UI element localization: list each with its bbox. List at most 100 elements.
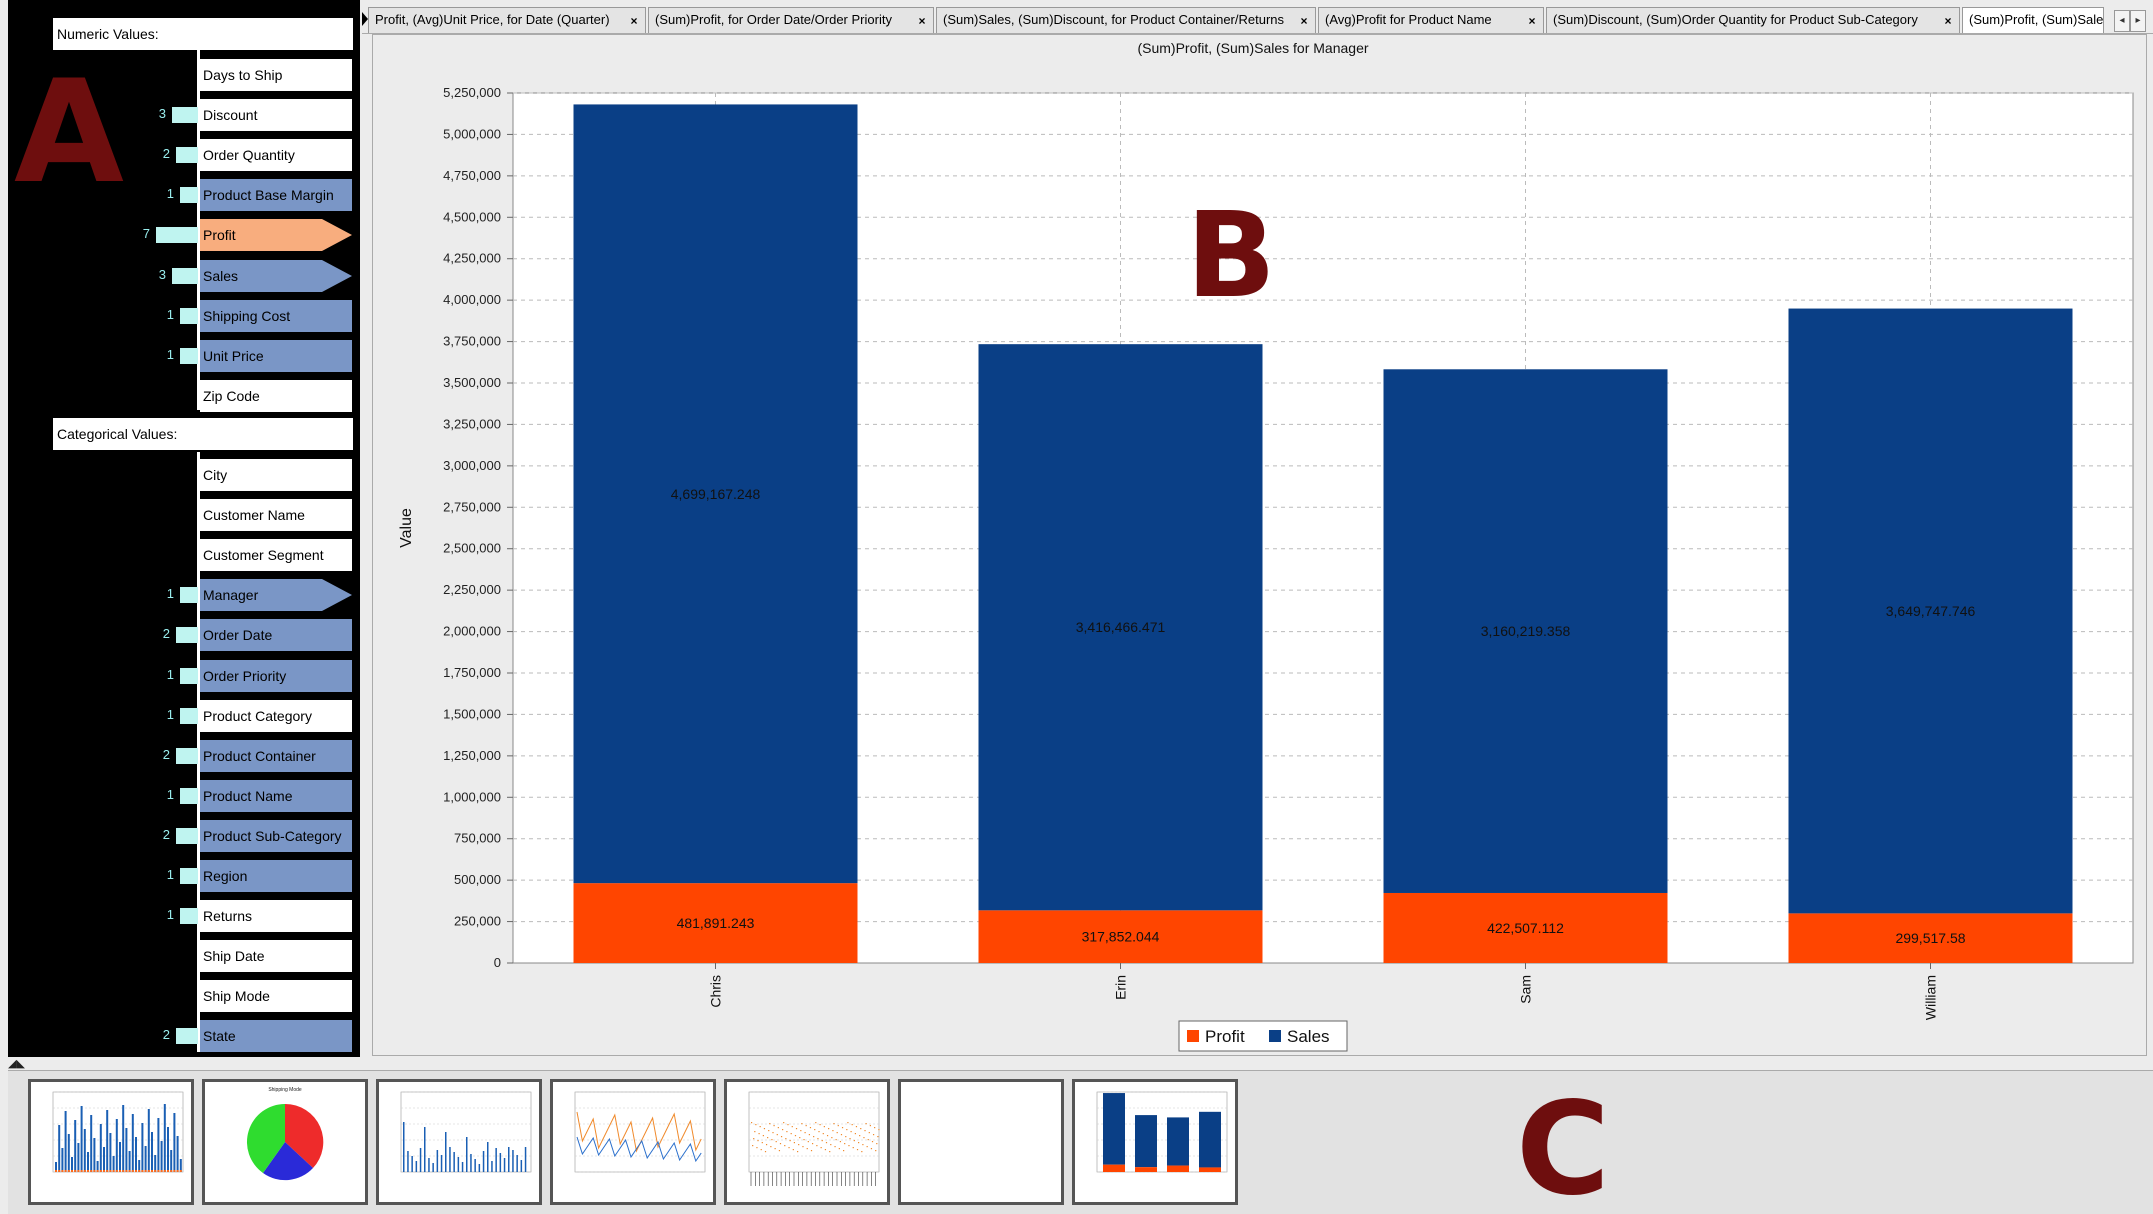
field-label-city[interactable]: City	[200, 459, 352, 491]
field-label-manager[interactable]: Manager	[200, 579, 322, 612]
field-label-order-quantity[interactable]: Order Quantity	[200, 139, 352, 172]
thumbnail-bar	[432, 1163, 434, 1172]
field-row-order-priority[interactable]: 1 Order Priority	[8, 655, 360, 695]
thumbnail-bar	[83, 1170, 86, 1172]
thumb-line-product-name[interactable]	[550, 1079, 716, 1205]
field-label-profit[interactable]: Profit	[200, 219, 322, 252]
chart-tab-3[interactable]: (Sum)Sales, (Sum)Discount, for Product C…	[936, 7, 1316, 33]
scroll-tabs-right-icon[interactable]: ▸	[2130, 10, 2146, 32]
field-label-days-to-ship[interactable]: Days to Ship	[200, 59, 352, 91]
thumbnail-point	[833, 1123, 835, 1125]
chart-tab-2[interactable]: (Sum)Profit, for Order Date/Order Priori…	[648, 7, 934, 33]
thumbnail-point	[760, 1149, 762, 1151]
field-row-city[interactable]: City	[8, 454, 360, 494]
close-tab-icon[interactable]: ×	[1300, 14, 1308, 28]
bar-profit-william[interactable]	[1788, 913, 2073, 963]
bar-profit-sam[interactable]	[1383, 892, 1668, 963]
field-row-region[interactable]: 1 Region	[8, 855, 360, 895]
y-tick-label: 3,000,000	[443, 458, 501, 473]
field-label-zip-code[interactable]: Zip Code	[200, 379, 352, 412]
chart-tab-5[interactable]: (Sum)Discount, (Sum)Order Quantity for P…	[1546, 7, 1960, 33]
bar-sales-chris[interactable]	[573, 104, 858, 884]
field-label-order-priority[interactable]: Order Priority	[200, 659, 352, 692]
thumbnail-point	[807, 1141, 809, 1143]
bar-sales-sam[interactable]	[1383, 369, 1668, 893]
thumb-current-manager[interactable]	[1072, 1079, 1238, 1205]
field-row-days-to-ship[interactable]: Days to Ship	[8, 54, 360, 94]
thumbnail-point	[862, 1144, 864, 1146]
thumbnail-bar	[461, 1162, 464, 1172]
field-label-product-category[interactable]: Product Category	[200, 699, 352, 732]
field-label-ship-mode[interactable]: Ship Mode	[200, 980, 352, 1013]
bar-profit-chris[interactable]	[573, 883, 858, 963]
field-row-product-container[interactable]: 2 Product Container	[8, 735, 360, 775]
field-label-product-base-margin[interactable]: Product Base Margin	[200, 179, 352, 212]
field-row-shipping-cost[interactable]: 1 Shipping Cost	[8, 295, 360, 335]
field-row-ship-date[interactable]: Ship Date	[8, 935, 360, 975]
field-label-sales[interactable]: Sales	[200, 259, 322, 292]
chart-tab-4[interactable]: (Avg)Profit for Product Name ×	[1318, 7, 1544, 33]
field-label-ship-date[interactable]: Ship Date	[200, 940, 352, 973]
field-row-manager[interactable]: 1 Manager	[8, 574, 360, 614]
field-label-unit-price[interactable]: Unit Price	[200, 339, 352, 372]
chart-panel: 0 250,000 500,000 750,000 1,000,000 1,250,000…	[372, 34, 2147, 1056]
chart-tab-6[interactable]: (Sum)Profit, (Sum)Sale	[1962, 7, 2104, 33]
bar-sales-erin[interactable]	[978, 344, 1263, 911]
field-usage-bar	[176, 147, 198, 164]
thumbnail-bar	[147, 1109, 150, 1172]
field-row-product-sub-category[interactable]: 2 Product Sub-Category	[8, 815, 360, 855]
data-label-sales: 3,160,219.358	[1481, 623, 1571, 639]
close-tab-icon[interactable]: ×	[630, 14, 638, 28]
thumb-empty[interactable]	[898, 1079, 1064, 1205]
field-row-state[interactable]: 2 State	[8, 1015, 360, 1055]
field-row-order-quantity[interactable]: 2 Order Quantity	[8, 134, 360, 174]
field-label-shipping-cost[interactable]: Shipping Cost	[200, 299, 352, 332]
field-row-product-category[interactable]: 1 Product Category	[8, 695, 360, 735]
field-row-unit-price[interactable]: 1 Unit Price	[8, 335, 360, 375]
field-label-state[interactable]: State	[200, 1020, 352, 1053]
thumbnail-point	[757, 1140, 759, 1142]
collapse-strip-icon[interactable]: ◢◣	[8, 1058, 25, 1070]
field-label-customer-name[interactable]: Customer Name	[200, 499, 352, 532]
thumbnail-point	[834, 1146, 836, 1148]
scroll-tabs-left-icon[interactable]: ◂	[2114, 10, 2130, 32]
legend-label-sales: Sales	[1287, 1027, 1330, 1046]
chart-tab-bar: Profit, (Avg)Unit Price, for Date (Quart…	[362, 4, 2153, 34]
field-row-customer-segment[interactable]: Customer Segment	[8, 534, 360, 574]
field-label-product-container[interactable]: Product Container	[200, 739, 352, 772]
field-row-profit[interactable]: 7 Profit	[8, 214, 360, 254]
field-row-sales[interactable]: 3 Sales	[8, 255, 360, 295]
thumbnail-bar	[170, 1150, 173, 1172]
thumb-bar-date-quarter[interactable]	[28, 1079, 194, 1205]
field-row-product-base-margin[interactable]: 1 Product Base Margin	[8, 174, 360, 214]
close-tab-icon[interactable]: ×	[1944, 14, 1952, 28]
close-tab-icon[interactable]: ×	[1528, 14, 1536, 28]
field-row-product-name[interactable]: 1 Product Name	[8, 775, 360, 815]
field-row-ship-mode[interactable]: Ship Mode	[8, 975, 360, 1015]
thumbnail-preview	[400, 1091, 532, 1173]
close-tab-icon[interactable]: ×	[918, 14, 926, 28]
field-label-returns[interactable]: Returns	[200, 900, 352, 933]
thumb-scatter-sub-category[interactable]	[724, 1079, 890, 1205]
thumb-pie-shipping-mode[interactable]: Shipping Mode	[202, 1079, 368, 1205]
field-row-customer-name[interactable]: Customer Name	[8, 494, 360, 534]
thumbnail-bar	[1135, 1167, 1157, 1172]
bar-sales-william[interactable]	[1788, 308, 2073, 914]
thumb-bar-product-container[interactable]	[376, 1079, 542, 1205]
chart-tab-1[interactable]: Profit, (Avg)Unit Price, for Date (Quart…	[368, 7, 646, 33]
field-label-discount[interactable]: Discount	[200, 99, 352, 132]
field-row-returns[interactable]: 1 Returns	[8, 895, 360, 935]
thumbnail-bar	[103, 1147, 105, 1172]
field-row-discount[interactable]: 3 Discount	[8, 94, 360, 134]
field-label-region[interactable]: Region	[200, 860, 352, 892]
field-label-order-date[interactable]: Order Date	[200, 619, 352, 652]
field-label-product-sub-category[interactable]: Product Sub-Category	[200, 819, 352, 852]
field-row-zip-code[interactable]: Zip Code	[8, 375, 360, 415]
thumbnail-bar	[1103, 1164, 1125, 1172]
thumbnail-bar	[77, 1170, 80, 1172]
field-label-product-name[interactable]: Product Name	[200, 779, 352, 812]
field-label-customer-segment[interactable]: Customer Segment	[200, 539, 352, 572]
panel-letter-b: B	[1186, 186, 1276, 324]
field-row-order-date[interactable]: 2 Order Date	[8, 614, 360, 654]
bar-profit-erin[interactable]	[978, 910, 1263, 963]
